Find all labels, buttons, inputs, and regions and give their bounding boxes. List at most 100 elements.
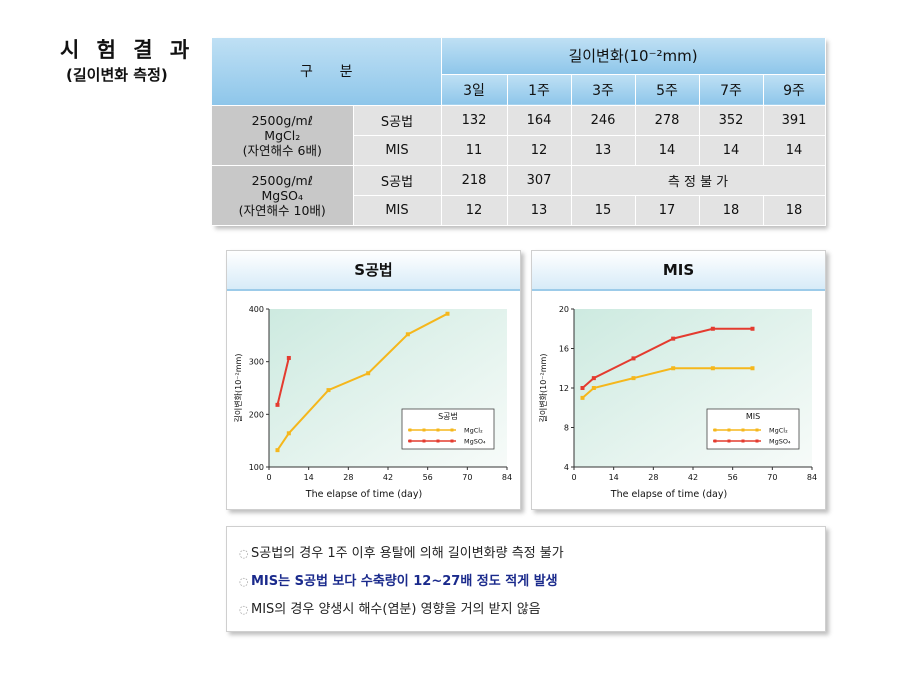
value-cell: 218 <box>441 165 508 196</box>
legend-label: MgCl₂ <box>464 427 483 435</box>
value-cell: 307 <box>507 165 572 196</box>
x-tick-label: 70 <box>462 473 472 482</box>
value-cell: 15 <box>571 195 636 226</box>
note-text: MIS는 S공법 보다 수축량이 12~27배 정도 적게 발생 <box>251 574 558 589</box>
table-row: MIS 11 12 13 14 14 14 <box>212 135 826 166</box>
legend-marker <box>755 428 759 432</box>
method-cell: S공법 <box>353 165 442 196</box>
legend-title: S공법 <box>438 411 458 421</box>
data-point <box>671 366 676 371</box>
data-point <box>275 402 280 407</box>
y-tick-label: 12 <box>559 384 569 393</box>
x-tick-label: 0 <box>571 473 576 482</box>
legend-label: MgSO₄ <box>464 438 486 446</box>
y-tick-label: 400 <box>249 305 264 314</box>
value-cell: 14 <box>635 135 700 166</box>
note-item: ◌ MIS의 경우 양생시 해수(염분) 영향을 거의 받지 않음 <box>239 598 541 617</box>
table-row: 2500g/mℓ MgSO₄ (자연해수 10배) S공법 218 307 측 … <box>212 165 826 226</box>
y-tick-label: 100 <box>249 463 264 472</box>
data-point <box>286 355 291 360</box>
value-cell: 13 <box>571 135 636 166</box>
table-header-unit: 길이변화(10⁻²mm) <box>441 38 826 75</box>
note-text: MIS의 경우 양생시 해수(염분) 영향을 거의 받지 않음 <box>251 602 541 617</box>
value-cell: 12 <box>507 135 572 166</box>
y-tick-label: 20 <box>559 305 569 314</box>
group-label-line: 2500g/mℓ <box>251 172 313 188</box>
legend-marker <box>450 439 454 443</box>
legend-marker <box>436 439 440 443</box>
value-cell: 11 <box>441 135 508 166</box>
legend-marker <box>422 428 426 432</box>
table-row: 2500g/mℓ MgCl₂ (자연해수 6배) S공법 132 164 246… <box>212 105 826 166</box>
value-cell: 18 <box>699 195 764 226</box>
chart-panel-s: S공법 0 14 28 42 56 70 84 100 200 300 400 The elapse … <box>226 250 521 510</box>
note-item: ◌ S공법의 경우 1주 이후 용탈에 의해 길이변화량 측정 불가 <box>239 542 564 561</box>
merged-note-cell: 측 정 불 가 <box>571 165 826 196</box>
value-cell: 391 <box>763 105 826 136</box>
y-axis-label: 길이변화(10⁻²mm) <box>538 354 548 423</box>
legend-marker <box>727 428 731 432</box>
note-item: ◌ MIS는 S공법 보다 수축량이 12~27배 정도 적게 발생 <box>239 570 558 589</box>
x-tick-label: 42 <box>688 473 698 482</box>
value-cell: 132 <box>441 105 508 136</box>
legend-box <box>401 408 495 450</box>
legend-label: MgCl₂ <box>769 427 788 435</box>
series-line <box>276 357 290 406</box>
data-point <box>750 326 755 331</box>
x-axis-label: The elapse of time (day) <box>610 489 727 500</box>
group-label: 2500g/mℓ MgCl₂ (자연해수 6배) <box>212 105 354 166</box>
ring-bullet-icon: ◌ <box>239 575 249 588</box>
legend-marker <box>727 439 731 443</box>
data-point <box>591 386 596 390</box>
page-subtitle: (길이변화 측정) <box>66 66 168 84</box>
day-header: 1주 <box>507 74 572 106</box>
x-tick-label: 28 <box>343 473 353 482</box>
data-point <box>286 431 291 436</box>
data-point <box>591 376 596 381</box>
chart-title: S공법 <box>227 251 520 291</box>
data-point <box>750 366 755 371</box>
method-cell: S공법 <box>353 105 442 136</box>
data-point <box>580 395 585 400</box>
ring-bullet-icon: ◌ <box>239 547 249 560</box>
chart-panel-mis: MIS 0 14 28 42 56 70 84 4 8 12 16 20 The elapse of t… <box>531 250 826 510</box>
x-tick-label: 28 <box>648 473 658 482</box>
ring-bullet-icon: ◌ <box>239 603 249 616</box>
y-tick-label: 300 <box>249 358 264 367</box>
group-label-line: (자연해수 10배) <box>238 202 326 218</box>
chart-s: 0 14 28 42 56 70 84 100 200 300 400 The elapse of t… <box>233 305 512 500</box>
table-header-category: 구 분 <box>212 38 442 106</box>
legend-box <box>706 408 800 450</box>
x-tick-label: 0 <box>266 473 271 482</box>
day-header: 9주 <box>763 74 826 106</box>
data-point <box>445 311 450 316</box>
legend-marker <box>755 439 759 443</box>
data-point <box>366 371 371 376</box>
note-text: S공법의 경우 1주 이후 용탈에 의해 길이변화량 측정 불가 <box>251 546 564 561</box>
data-point <box>710 326 715 331</box>
method-cell: MIS <box>353 195 442 226</box>
page-title: 시 험 결 과 <box>60 38 195 62</box>
y-tick-label: 200 <box>249 410 264 419</box>
data-point <box>275 448 280 453</box>
day-header: 5주 <box>635 74 700 106</box>
legend-title: MIS <box>746 412 760 421</box>
legend-marker <box>408 439 412 443</box>
data-point <box>631 356 636 361</box>
value-cell: 164 <box>507 105 572 136</box>
data-point <box>631 376 636 381</box>
y-tick-label: 8 <box>564 424 569 433</box>
x-tick-label: 42 <box>383 473 393 482</box>
x-tick-label: 14 <box>609 473 619 482</box>
table-row: MIS 12 13 15 17 18 18 <box>212 195 826 226</box>
group-label: 2500g/mℓ MgSO₄ (자연해수 10배) <box>212 165 354 226</box>
value-cell: 17 <box>635 195 700 226</box>
legend-label: MgSO₄ <box>769 438 791 446</box>
method-cell: MIS <box>353 135 442 166</box>
data-point <box>326 388 331 393</box>
notes-box: ◌ S공법의 경우 1주 이후 용탈에 의해 길이변화량 측정 불가 ◌ MIS는 … <box>226 526 826 632</box>
legend-marker <box>713 428 717 432</box>
value-cell: 246 <box>571 105 636 136</box>
x-tick-label: 84 <box>807 473 817 482</box>
